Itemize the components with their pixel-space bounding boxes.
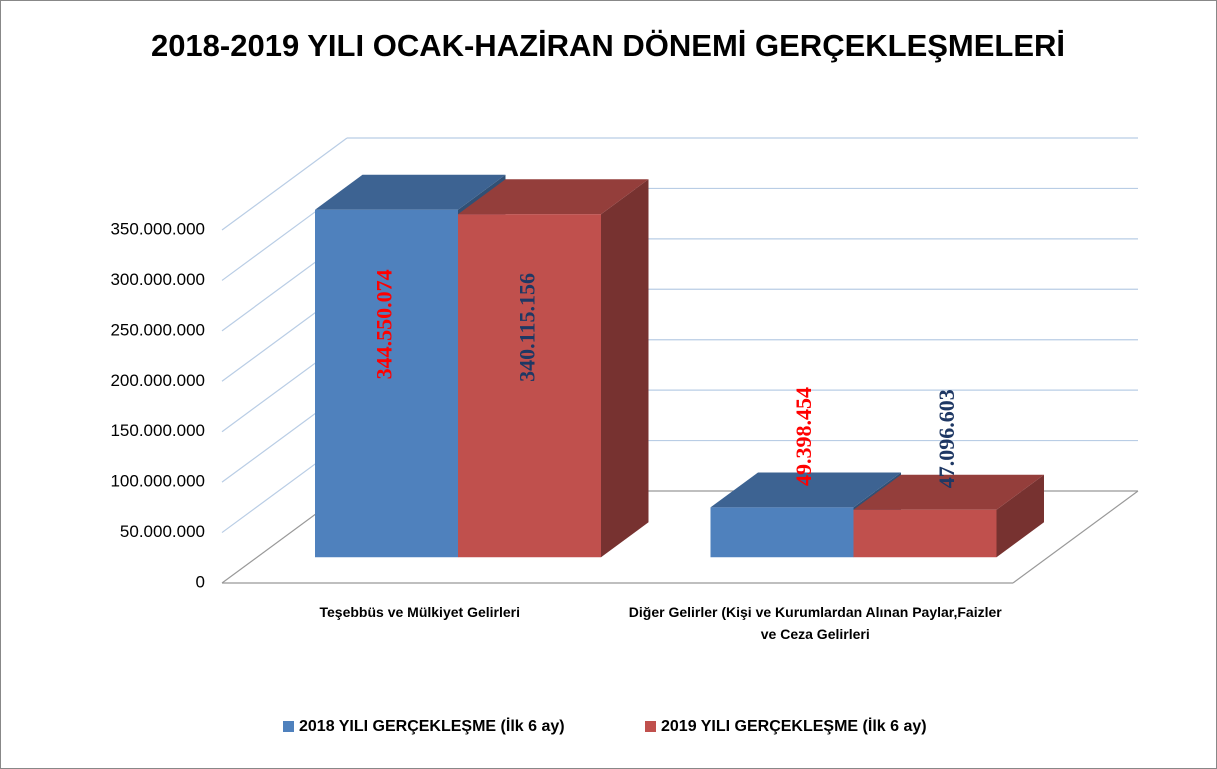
y-tick-label: 0	[196, 572, 205, 591]
bar	[853, 509, 997, 558]
bar	[710, 507, 854, 558]
bar-top	[710, 472, 901, 508]
legend-swatch	[283, 721, 294, 732]
y-tick-label: 250.000.000	[110, 320, 205, 339]
bar-top	[458, 179, 649, 215]
legend-label: 2018 YILI GERÇEKLEŞME (İlk 6 ay)	[299, 717, 565, 735]
y-tick-label: 50.000.000	[120, 522, 205, 541]
value-label: 49.398.454	[791, 387, 816, 486]
legend-label: 2019 YILI GERÇEKLEŞME (İlk 6 ay)	[661, 717, 927, 735]
x-tick-label: Diğer Gelirler (Kişi ve Kurumlardan Alın…	[628, 604, 1002, 642]
value-label: 340.115.156	[515, 273, 540, 382]
bar-top	[315, 174, 506, 210]
x-tick-label: Teşebbüs ve Mülkiyet Gelirleri	[319, 604, 520, 620]
y-tick-label: 100.000.000	[110, 472, 205, 491]
chart-title: 2018-2019 YILI OCAK-HAZİRAN DÖNEMİ GERÇE…	[151, 28, 1065, 63]
side-grid-line	[221, 137, 348, 231]
floor-edge	[1012, 490, 1139, 584]
bar-side	[996, 474, 1044, 558]
y-tick-label: 200.000.000	[110, 371, 205, 390]
value-label: 344.550.074	[372, 269, 397, 379]
bar	[458, 214, 601, 558]
value-label: 47.096.603	[934, 389, 959, 488]
y-tick-label: 350.000.000	[110, 219, 205, 238]
legend-swatch	[645, 721, 656, 732]
bar	[315, 209, 458, 558]
bar-side	[601, 179, 649, 558]
y-tick-label: 300.000.000	[110, 270, 205, 289]
y-tick-label: 150.000.000	[110, 421, 205, 440]
bar-top	[853, 474, 1044, 510]
